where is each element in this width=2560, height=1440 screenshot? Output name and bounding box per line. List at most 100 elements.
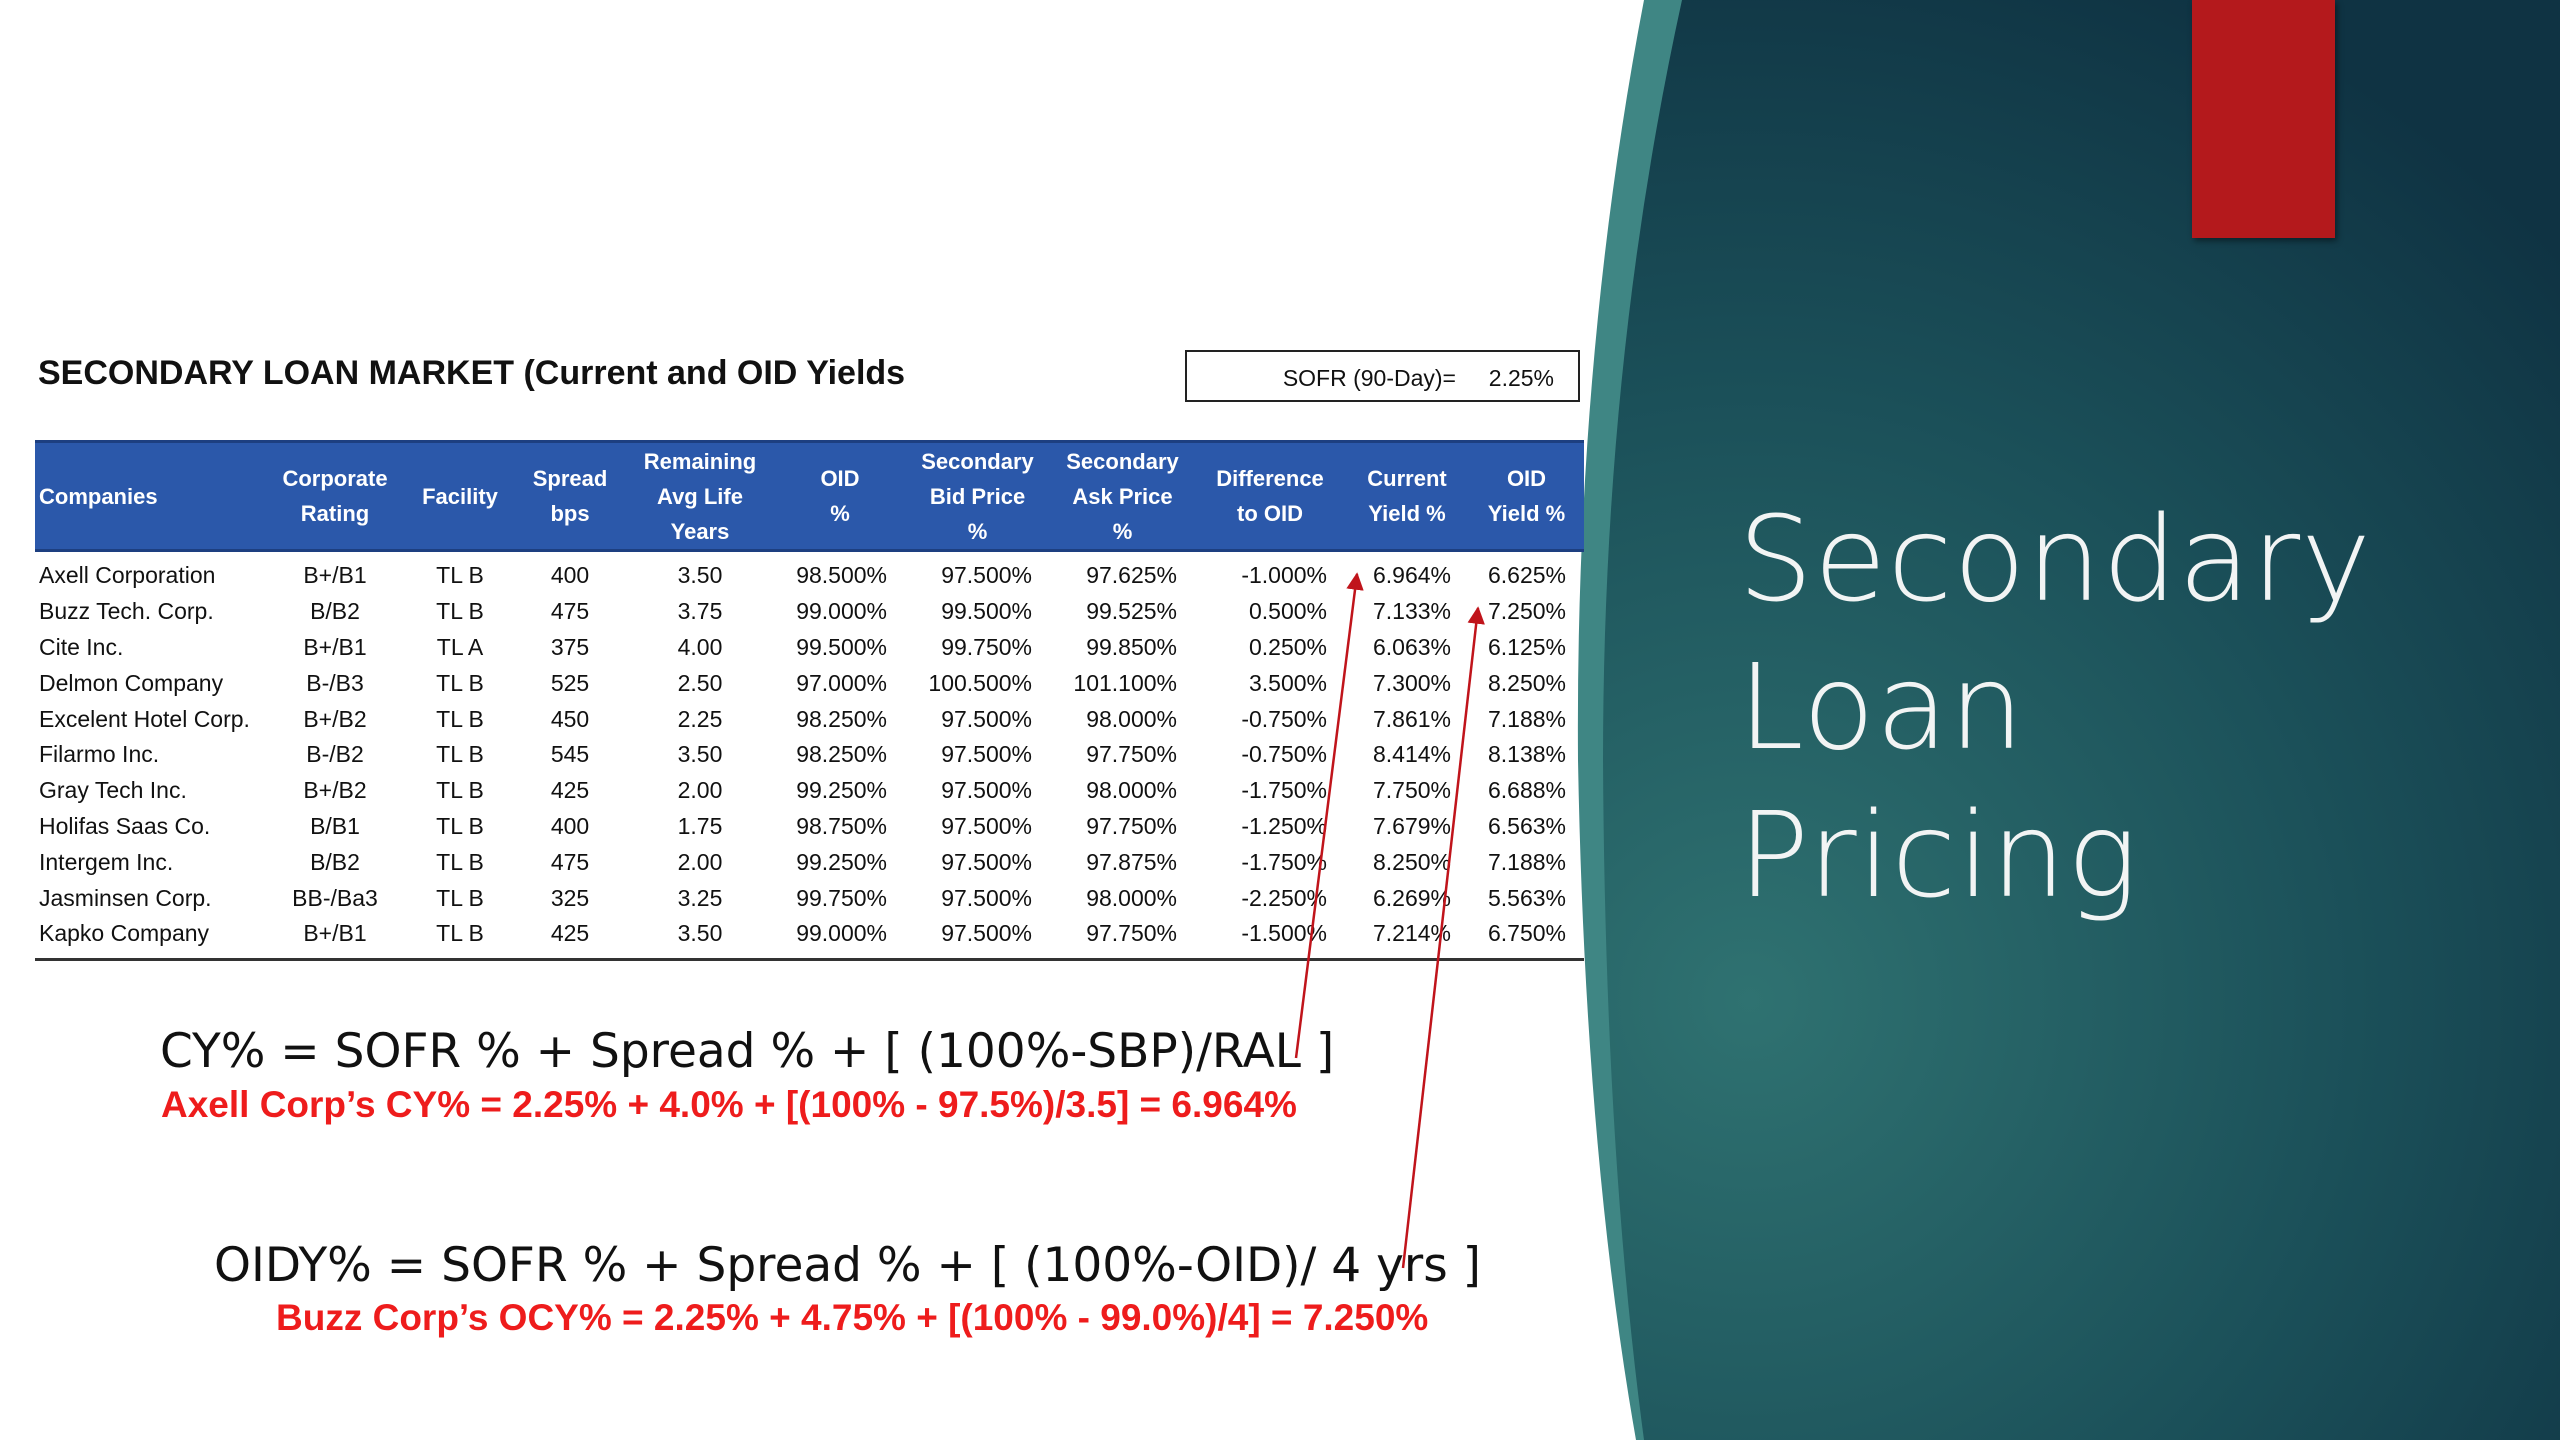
spread-cell: 425: [550, 777, 590, 804]
header-line: Rating: [300, 501, 370, 526]
spread-cell: 325: [550, 884, 590, 911]
current-yield-cell: 7.679%: [1372, 812, 1451, 839]
ask-price-cell: 98.000%: [1086, 705, 1177, 732]
difference-cell: -1.750%: [1241, 848, 1327, 875]
slide-title: Secondary Loan Pricing: [1738, 485, 2498, 929]
rating-cell: B+/B1: [303, 633, 367, 660]
column-header: Current Yield %: [1345, 440, 1469, 552]
table-row: Gray Tech Inc. B+/B2 TL B 425 2.00 99.250% 97.…: [35, 773, 1584, 809]
header-line: OID: [1506, 466, 1547, 491]
slide-title-line: Pricing: [1738, 786, 2139, 924]
rating-cell: BB-/Ba3: [292, 884, 378, 911]
table-row: Kapko Company B+/B1 TL B 425 3.50 99.000% 97.5…: [35, 915, 1584, 961]
header-line: bps: [550, 501, 590, 526]
current-yield-cell: 8.250%: [1372, 848, 1451, 875]
table-row: Jasminsen Corp. BB-/Ba3 TL B 325 3.25 99.750%…: [35, 880, 1584, 916]
sofr-box: SOFR (90-Day)= 2.25%: [1185, 350, 1580, 402]
oid-cell: 99.500%: [796, 633, 887, 660]
dark-panel-shape: [1603, 0, 2560, 1440]
spread-cell: 525: [550, 669, 590, 696]
ask-price-cell: 97.750%: [1050, 915, 1195, 961]
bid-price-cell: 97.500%: [941, 562, 1032, 589]
rating-cell: B+/B2: [303, 777, 367, 804]
company-cell: Holifas Saas Co.: [39, 812, 211, 839]
spread-cell: 475: [550, 598, 590, 625]
facility-cell: TL B: [436, 669, 484, 696]
table-row: Cite Inc. B+/B1 TL A 375 4.00 99.500% 99.750% 9…: [35, 630, 1584, 666]
ask-price-cell: 98.000%: [1086, 777, 1177, 804]
header-line: Secondary: [921, 448, 1034, 474]
current-yield-cell: 7.861%: [1372, 705, 1451, 732]
facility-cell: TL B: [436, 812, 484, 839]
rating-cell: B-/B3: [306, 669, 364, 696]
oid-yield-cell: 7.188%: [1487, 848, 1566, 875]
company-cell: Gray Tech Inc.: [39, 777, 187, 804]
header-line: Bid Price: [929, 483, 1026, 509]
table-row: Filarmo Inc. B-/B2 TL B 545 3.50 98.250% 97.50…: [35, 737, 1584, 773]
bid-price-cell: 100.500%: [928, 669, 1032, 696]
bid-price-cell: 97.500%: [941, 777, 1032, 804]
header-line: %: [967, 518, 988, 544]
company-cell: Kapko Company: [35, 915, 265, 961]
rating-cell: B+/B1: [265, 915, 405, 961]
difference-cell: -1.500%: [1195, 915, 1345, 961]
header-line: Companies: [39, 483, 158, 509]
bid-price-cell: 97.500%: [941, 848, 1032, 875]
facility-cell: TL B: [436, 562, 484, 589]
current-yield-cell: 7.300%: [1372, 669, 1451, 696]
column-header: Difference to OID: [1195, 440, 1345, 552]
header-line: Yield %: [1487, 501, 1566, 526]
oid-cell: 99.000%: [796, 598, 887, 625]
company-cell: Jasminsen Corp.: [39, 884, 212, 911]
oid-yield-cell: 8.138%: [1487, 741, 1566, 768]
current-yield-cell: 8.414%: [1372, 741, 1451, 768]
ask-price-cell: 97.625%: [1086, 562, 1177, 589]
spread-cell: 545: [550, 741, 590, 768]
facility-cell: TL B: [436, 598, 484, 625]
difference-cell: -1.750%: [1241, 777, 1327, 804]
company-cell: Filarmo Inc.: [39, 741, 160, 768]
difference-cell: -1.000%: [1241, 562, 1327, 589]
red-accent-tab: [2192, 0, 2335, 238]
oid-cell: 98.500%: [796, 562, 887, 589]
header-line: Facility: [422, 483, 498, 509]
difference-cell: -1.250%: [1241, 812, 1327, 839]
table-row: Holifas Saas Co. B/B1 TL B 400 1.75 98.750% 97…: [35, 809, 1584, 845]
spread-cell: 375: [550, 633, 590, 660]
column-header: OID%: [775, 440, 905, 552]
avg-life-cell: 3.50: [625, 915, 775, 961]
header-line: Difference: [1216, 466, 1324, 491]
company-cell: Cite Inc.: [39, 633, 124, 660]
header-line: Years: [670, 518, 730, 544]
ask-price-cell: 99.850%: [1086, 633, 1177, 660]
current-yield-cell: 7.750%: [1372, 777, 1451, 804]
current-yield-cell: 7.214%: [1345, 915, 1469, 961]
current-yield-cell: 6.269%: [1372, 884, 1451, 911]
bid-price-cell: 97.500%: [941, 705, 1032, 732]
header-line: Yield %: [1368, 501, 1446, 526]
table-row: Delmon Company B-/B3 TL B 525 2.50 97.000% 100…: [35, 665, 1584, 701]
company-cell: Buzz Tech. Corp.: [39, 598, 214, 625]
column-header: Secondary Bid Price%: [905, 440, 1050, 552]
column-header: Remaining Avg Life Years: [625, 440, 775, 552]
column-header: Spread bps: [515, 440, 625, 552]
facility-cell: TL B: [436, 741, 484, 768]
table-row: Buzz Tech. Corp. B/B2 TL B 475 3.75 99.000% 99…: [35, 594, 1584, 630]
company-cell: Intergem Inc.: [39, 848, 174, 875]
column-header: Facility: [405, 440, 515, 552]
slide-title-line: Loan: [1738, 638, 2025, 776]
rating-cell: B-/B2: [306, 741, 364, 768]
avg-life-cell: 3.50: [677, 562, 723, 589]
oid-yield-cell: 7.188%: [1487, 705, 1566, 732]
ask-price-cell: 97.875%: [1086, 848, 1177, 875]
facility-cell: TL B: [405, 915, 515, 961]
loan-market-table: Companies Corporate Rating Facility Sprea…: [35, 440, 1584, 961]
oid-cell: 98.250%: [796, 705, 887, 732]
column-header: Companies: [35, 440, 265, 552]
sofr-label: SOFR (90-Day)=: [1282, 365, 1456, 391]
rating-cell: B/B2: [310, 848, 360, 875]
header-line: Corporate: [282, 466, 388, 491]
current-yield-cell: 6.964%: [1372, 562, 1451, 589]
oid-yield-cell: 6.625%: [1487, 562, 1566, 589]
